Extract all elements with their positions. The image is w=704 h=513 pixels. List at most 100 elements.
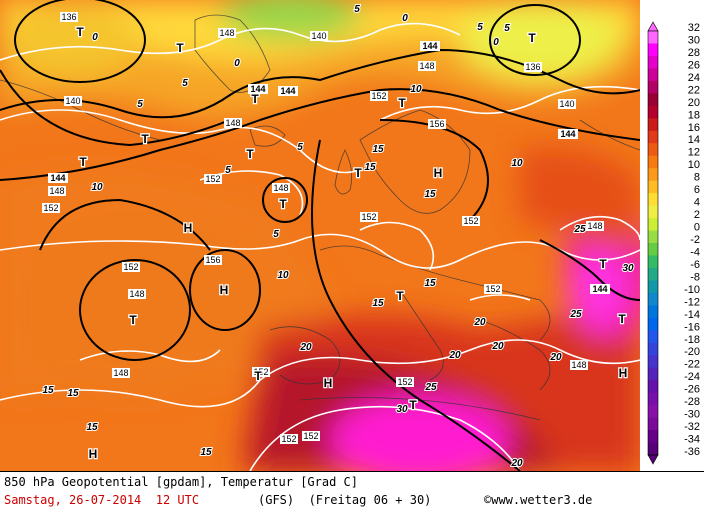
high-pressure-center: H [619, 366, 628, 380]
legend-tick-label: -36 [684, 446, 700, 458]
low-pressure-center: T [398, 96, 406, 110]
svg-text:148: 148 [587, 221, 602, 231]
legend-swatch [648, 205, 658, 219]
legend-tick-label: -10 [684, 284, 700, 296]
svg-text:148: 148 [273, 183, 288, 193]
isotherm-label: 25 [569, 309, 582, 320]
geopotential-label: 152 [42, 203, 60, 213]
isotherm-label: 5 [477, 22, 483, 33]
isotherm-label: 5 [297, 142, 303, 153]
isotherm-label: 5 [354, 4, 360, 15]
geopotential-label: 156 [428, 119, 446, 129]
svg-text:148: 148 [49, 186, 64, 196]
svg-text:156: 156 [205, 255, 220, 265]
geopotential-label: 148 [48, 186, 66, 196]
map-title: 850 hPa Geopotential [gpdam], Temperatur… [4, 475, 359, 489]
svg-text:152: 152 [371, 91, 386, 101]
isotherm-label: 15 [424, 189, 436, 200]
low-pressure-center: T [396, 289, 404, 303]
legend-tick-label: 0 [694, 222, 700, 234]
svg-text:152: 152 [463, 216, 478, 226]
geopotential-label: 144 [278, 86, 298, 96]
legend-swatch [648, 55, 658, 69]
geopotential-label: 144 [48, 173, 68, 183]
legend-tick-label: 32 [688, 22, 700, 34]
legend-tick-label: 14 [688, 134, 700, 146]
legend-swatch [648, 292, 658, 306]
legend-swatch [648, 80, 658, 94]
svg-text:148: 148 [571, 360, 586, 370]
legend-swatch [648, 43, 658, 57]
geopotential-label: 152 [252, 367, 270, 377]
legend-tick-label: -32 [684, 421, 700, 433]
high-pressure-center: H [220, 283, 229, 297]
isotherm-label: 15 [424, 278, 436, 289]
geopotential-label: 148 [224, 118, 242, 128]
legend-swatch [648, 230, 658, 244]
low-pressure-center: T [528, 31, 536, 45]
isotherm-label: 25 [424, 382, 437, 393]
geopotential-label: 144 [558, 129, 578, 139]
isotherm-label: 30 [622, 263, 634, 274]
isotherm-label: 5 [504, 23, 510, 34]
legend-swatch [648, 242, 658, 256]
geopotential-label: 152 [204, 174, 222, 184]
isotherm-label: 15 [372, 144, 384, 155]
svg-text:148: 148 [219, 28, 234, 38]
legend-swatch [648, 305, 658, 319]
geopotential-label: 152 [280, 434, 298, 444]
temperature-legend: 32302826242220181614121086420-2-4-6-8-10… [647, 21, 700, 465]
low-pressure-center: T [251, 92, 259, 106]
weather-map: 136 144 148 140 144 148 152 156 148 144 … [0, 0, 640, 471]
low-pressure-center: T [354, 166, 362, 180]
geopotential-label: 148 [586, 221, 604, 231]
svg-text:140: 140 [559, 99, 574, 109]
geopotential-contours [0, 0, 640, 471]
low-pressure-center: T [246, 147, 254, 161]
geopotential-label: 156 [204, 255, 222, 265]
isotherms [0, 22, 640, 471]
low-pressure-center: T [618, 312, 626, 326]
legend-swatch [648, 143, 658, 157]
isotherm-label: 30 [396, 404, 408, 415]
legend-tick-label: -34 [684, 434, 700, 446]
low-pressure-center: T [76, 25, 84, 39]
legend-tick-label: 22 [688, 84, 700, 96]
legend-tick-label: -14 [684, 309, 700, 321]
legend-swatch [648, 405, 658, 418]
legend-swatch [648, 193, 658, 206]
low-pressure-center: T [79, 155, 87, 169]
legend-tick-label: -28 [684, 396, 700, 408]
isotherm-label: 20 [510, 458, 523, 469]
model-run: (GFS) (Freitag 06 + 30) [258, 493, 432, 507]
geopotential-label: 140 [558, 99, 576, 109]
legend-swatch [648, 442, 658, 456]
isotherm-label: 20 [299, 342, 312, 353]
svg-text:152: 152 [43, 203, 58, 213]
valid-date: Samstag, 26-07-2014 12 UTC [4, 493, 200, 507]
legend-tick-label: 8 [694, 172, 700, 184]
legend-swatch [648, 267, 658, 281]
legend-swatch [648, 168, 658, 182]
high-pressure-center: H [324, 376, 333, 390]
geopotential-label: 152 [122, 262, 140, 272]
geopotential-label: 140 [310, 31, 328, 41]
isotherm-label: 20 [473, 317, 486, 328]
geopotential-label: 148 [418, 61, 436, 71]
legend-swatch [648, 180, 658, 194]
legend-swatch [648, 31, 658, 44]
high-pressure-center: H [89, 447, 98, 461]
legend-swatch [648, 130, 658, 144]
legend-swatch [648, 342, 658, 356]
svg-text:152: 152 [205, 174, 220, 184]
legend-swatch [648, 417, 658, 431]
low-pressure-center: T [409, 398, 417, 412]
isotherm-label: 20 [491, 341, 504, 352]
legend-swatch [648, 155, 658, 169]
isotherm-label: 0 [402, 13, 408, 24]
legend-tick-label: -4 [690, 246, 700, 258]
legend-tick-label: 20 [688, 97, 700, 109]
legend-swatch [648, 93, 658, 107]
legend-tick-label: 12 [688, 147, 700, 159]
isotherm-label: 0 [234, 58, 240, 69]
